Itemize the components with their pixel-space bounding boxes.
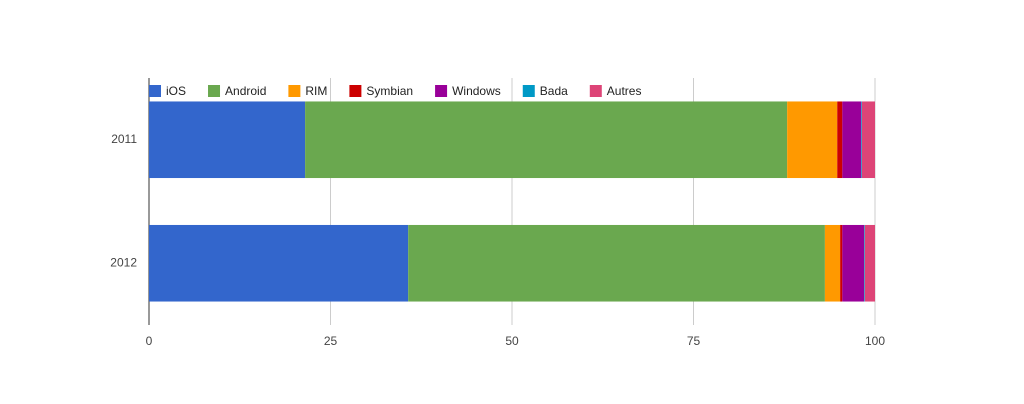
bar-segment [305,101,788,179]
legend-swatch [435,85,448,97]
bar-segment [408,224,825,302]
legend-swatch [589,85,602,97]
bar-segment [149,101,306,179]
legend-swatch [208,85,221,97]
legend-swatch [522,85,535,97]
bar-segment [842,224,865,302]
bar-segment [864,224,875,302]
legend-swatch [349,85,362,97]
legend-label: RIM [305,84,327,98]
bar-segment [861,101,875,179]
bar-segment [840,224,843,302]
x-tick-label: 25 [324,334,338,348]
x-tick-label: 100 [865,334,885,348]
x-tick-label: 0 [146,334,153,348]
bar-segment [837,101,843,179]
legend-swatch [288,85,301,97]
x-tick-label: 75 [687,334,701,348]
bar-segment [864,224,865,302]
legend-swatch [149,85,161,97]
y-tick-label: 2011 [111,132,137,146]
legend-label: Autres [607,84,642,98]
bar-segment [824,224,841,302]
legend-label: Bada [540,84,568,98]
bar-segment [787,101,838,179]
x-tick-label: 50 [505,334,519,348]
legend-label: iOS [166,84,186,98]
bar-segment [842,101,862,179]
legend-label: Symbian [366,84,413,98]
legend-label: Android [225,84,266,98]
legend-label: Windows [452,84,501,98]
y-tick-label: 2012 [110,255,137,269]
bar-segment [861,101,862,179]
bar-segment [149,224,409,302]
